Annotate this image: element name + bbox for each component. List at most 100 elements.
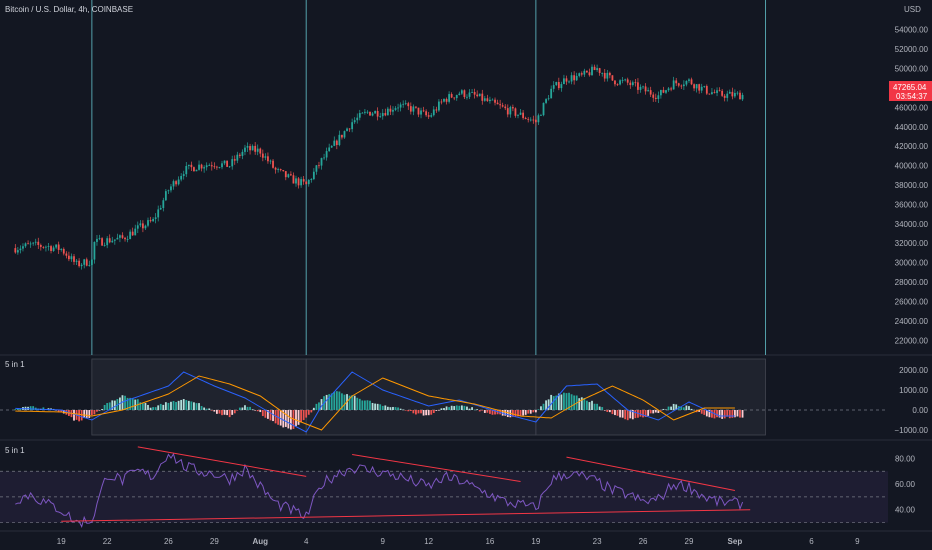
candle[interactable] [494,97,496,106]
candle[interactable] [690,77,693,86]
candle[interactable] [90,258,93,268]
candle[interactable] [598,67,601,76]
candle[interactable] [358,109,361,121]
candle[interactable] [682,80,685,90]
candle[interactable] [466,94,468,100]
candle[interactable] [284,171,287,181]
candle[interactable] [351,118,354,133]
candle[interactable] [501,102,504,108]
candle[interactable] [251,144,254,151]
candle[interactable] [124,236,126,242]
candle[interactable] [73,254,75,265]
candle[interactable] [195,169,198,172]
candle[interactable] [583,68,586,77]
candle[interactable] [366,110,369,115]
candle[interactable] [154,213,157,224]
candle[interactable] [16,246,19,255]
candle[interactable] [644,83,647,95]
candle[interactable] [642,85,644,89]
candle[interactable] [524,116,527,120]
candle[interactable] [277,167,280,173]
candle[interactable] [703,85,706,88]
candle[interactable] [180,173,183,182]
symbol-title[interactable]: Bitcoin / U.S. Dollar, 4h, COINBASE [5,5,133,14]
candle[interactable] [460,89,463,95]
candle[interactable] [412,104,415,116]
candle[interactable] [504,104,507,111]
candle[interactable] [481,89,484,105]
candle[interactable] [565,75,568,85]
candle[interactable] [320,157,323,170]
candle[interactable] [626,77,629,86]
candle[interactable] [537,113,540,125]
candle[interactable] [685,80,688,87]
candle[interactable] [108,234,111,244]
price-pane[interactable] [14,64,744,270]
candle[interactable] [499,99,502,109]
candle[interactable] [228,165,231,168]
candle[interactable] [417,107,420,118]
candle[interactable] [131,227,134,236]
candle[interactable] [680,84,683,89]
candle[interactable] [654,93,657,102]
candle[interactable] [394,106,397,112]
candle[interactable] [190,161,193,172]
candle[interactable] [233,155,236,165]
candle[interactable] [389,105,392,115]
candle[interactable] [445,97,448,105]
candle[interactable] [489,96,491,104]
candle[interactable] [361,112,364,114]
candle[interactable] [631,80,634,87]
candle[interactable] [330,145,333,149]
candle[interactable] [619,79,621,86]
candle[interactable] [693,83,695,92]
candle[interactable] [24,242,27,248]
candle[interactable] [295,175,297,187]
candle[interactable] [312,168,315,181]
candle[interactable] [88,260,91,267]
candle[interactable] [353,117,356,124]
candle[interactable] [325,147,328,161]
candle[interactable] [496,99,499,105]
candle[interactable] [606,69,609,82]
candle[interactable] [409,102,412,115]
candle[interactable] [215,165,218,170]
candle[interactable] [593,64,596,71]
candle[interactable] [458,91,461,96]
candle[interactable] [430,112,433,118]
candle[interactable] [670,86,673,92]
candle[interactable] [32,242,35,246]
candle[interactable] [300,176,303,188]
candle[interactable] [534,116,537,127]
candle[interactable] [601,72,604,77]
candle[interactable] [542,102,545,117]
candle[interactable] [483,95,486,102]
candle[interactable] [578,72,581,78]
candle[interactable] [568,80,570,84]
candle[interactable] [177,176,180,186]
candle[interactable] [101,237,103,246]
candle[interactable] [70,253,73,262]
candle[interactable] [210,161,213,171]
candle[interactable] [665,89,667,95]
candle[interactable] [162,197,165,212]
candle[interactable] [164,189,167,202]
candle[interactable] [637,78,639,94]
candle[interactable] [603,68,606,82]
candle[interactable] [427,111,430,119]
candle[interactable] [705,84,708,96]
candle[interactable] [67,251,70,262]
candle[interactable] [634,79,637,87]
candle[interactable] [371,111,374,117]
candle[interactable] [134,224,137,236]
candle[interactable] [289,171,292,177]
candle[interactable] [256,144,259,156]
candle[interactable] [616,83,619,87]
candle[interactable] [103,242,106,247]
candle[interactable] [55,244,58,250]
candle[interactable] [407,101,410,110]
candle[interactable] [739,90,741,100]
candle[interactable] [649,86,652,98]
candle[interactable] [269,159,272,165]
